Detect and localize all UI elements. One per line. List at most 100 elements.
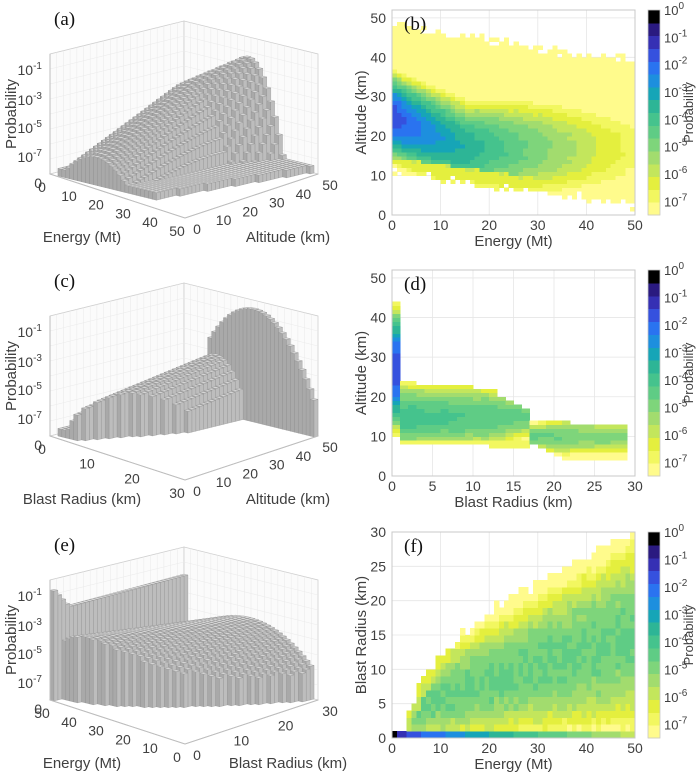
heatmap-cell [518, 53, 524, 58]
heatmap-cell [547, 88, 553, 94]
heatmap-cell [440, 151, 446, 157]
heatmap-cell [411, 77, 417, 82]
heatmap-cell [537, 53, 544, 58]
heatmap-cell [460, 80, 466, 86]
heatmap-cell [494, 84, 500, 90]
heatmap-cell [406, 124, 412, 129]
heatmap-cell [557, 163, 563, 169]
heatmap-cell [523, 183, 529, 188]
heatmap-cell [440, 96, 446, 102]
heatmap-cell [460, 144, 466, 149]
heatmap-cell [600, 159, 607, 165]
heatmap-cell [474, 132, 480, 137]
heatmap-cell [615, 100, 621, 106]
heatmap-cell [498, 80, 505, 86]
heatmap-cell [503, 100, 510, 106]
heatmap-cell [421, 53, 427, 58]
heatmap-cell [513, 151, 519, 157]
heatmap-cell [610, 128, 616, 133]
heatmap-cell [450, 84, 456, 90]
heatmap-cell [625, 179, 631, 184]
heatmap-cell [464, 151, 471, 157]
heatmap-cell [406, 155, 412, 161]
bar-top [278, 153, 287, 156]
heatmap-cell [591, 69, 597, 74]
heatmap-cell [464, 159, 471, 165]
heatmap-cell [401, 144, 407, 149]
bar-side [85, 155, 90, 184]
heatmap-cell [615, 92, 621, 98]
heatmap-cell [445, 100, 451, 106]
heatmap-cell [518, 120, 524, 125]
heatmap-cell [528, 140, 534, 145]
heatmap-cell [396, 108, 403, 113]
heatmap-cell [571, 175, 578, 180]
heatmap-cell [566, 61, 573, 66]
heatmap-cell [532, 65, 539, 70]
heatmap-cell [542, 187, 548, 192]
heatmap-cell [440, 80, 446, 86]
x-tick-label: 40 [579, 217, 595, 233]
heatmap-cell [494, 53, 500, 58]
heatmap-cell [591, 171, 597, 176]
heatmap-cell [605, 77, 612, 82]
heatmap-cell [600, 120, 607, 125]
heatmap-cell [396, 116, 403, 121]
heatmap-cell [426, 100, 432, 106]
heatmap-cell [435, 140, 441, 145]
heatmap-cell [498, 49, 505, 54]
heatmap-cell [430, 108, 437, 113]
heatmap-cell [479, 104, 485, 109]
heatmap-cell [547, 61, 553, 66]
heatmap-cell [469, 96, 476, 102]
heatmap-cell [445, 45, 451, 50]
heatmap-cell [581, 100, 587, 106]
heatmap-cell [547, 151, 553, 157]
colorbar-tick-label: 10-1 [664, 28, 688, 45]
heatmap-cell [498, 45, 505, 50]
colorbar-tick-label: 10-7 [664, 192, 688, 209]
heatmap-cell [484, 147, 490, 153]
x-tick-label: 20 [88, 197, 104, 213]
heatmap-cell [547, 112, 553, 117]
heatmap-cell [464, 171, 471, 176]
heatmap-cell [464, 37, 471, 42]
heatmap-cell [445, 136, 451, 141]
bar-side [223, 178, 228, 188]
heatmap-cell [523, 163, 529, 169]
bar-top [203, 92, 212, 96]
heatmap-cell [396, 100, 403, 106]
heatmap-cell [503, 187, 510, 192]
heatmap-cell [464, 116, 471, 121]
heatmap-cell [571, 191, 578, 196]
bar-top [203, 75, 212, 78]
heatmap-cell [571, 57, 578, 62]
heatmap-cell [586, 191, 592, 196]
heatmap-cell [513, 69, 519, 74]
heatmap-cell [430, 41, 437, 46]
colorbar-swatch [648, 22, 660, 37]
heatmap-cell [440, 128, 446, 133]
heatmap-cell [625, 187, 631, 192]
heatmap-cell [464, 77, 471, 82]
heatmap-cell [503, 73, 510, 78]
heatmap-cell [557, 191, 563, 196]
heatmap-cell [615, 120, 621, 125]
heatmap-cell [571, 61, 578, 66]
heatmap-cell [576, 167, 582, 173]
heatmap-cell [474, 116, 480, 121]
heatmap-cell [479, 92, 485, 98]
heatmap-cell [440, 57, 446, 62]
heatmap-cell [557, 183, 563, 188]
heatmap-cell [479, 41, 485, 46]
heatmap-cell [508, 116, 514, 121]
heatmap-cell [542, 53, 548, 58]
heatmap-cell [518, 167, 524, 173]
heatmap-cell [416, 171, 422, 176]
heatmap-cell [445, 132, 451, 137]
x-tick-label: 30 [530, 217, 546, 233]
heatmap-cell [455, 100, 461, 106]
heatmap-cell [566, 179, 573, 184]
heatmap-cell [610, 191, 616, 196]
heatmap-cell [435, 88, 441, 94]
